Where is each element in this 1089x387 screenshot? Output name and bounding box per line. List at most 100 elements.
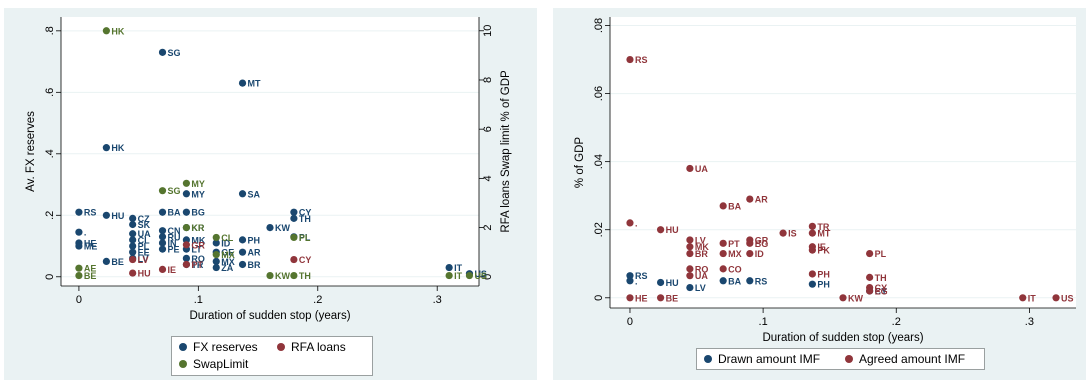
point-label: BA (728, 201, 741, 211)
data-point-mt (808, 229, 816, 237)
x-tick-label: .2 (313, 294, 322, 306)
data-point-br (238, 260, 247, 269)
data-point-pl (129, 242, 137, 250)
point-label: PH (817, 280, 830, 290)
data-point-ba (158, 208, 167, 216)
legend-item-drawn-amount-imf: Drawn amount IMF (704, 352, 820, 366)
data-point-it (445, 271, 453, 280)
point-label: TR (817, 222, 829, 232)
point-label: BG (755, 239, 769, 249)
data-point-lv (686, 236, 694, 244)
point-label: LV (695, 235, 706, 245)
data-point-mt (238, 79, 247, 87)
point-label: SK (138, 220, 151, 230)
data-point-bg (182, 208, 190, 216)
point-label: SA (248, 189, 261, 199)
point-label: CZ (138, 214, 150, 224)
point-label: PT (728, 239, 740, 249)
data-point-gr (182, 241, 190, 249)
point-label: . (635, 218, 638, 228)
point-label: US (1061, 293, 1074, 303)
x-tick-label: .3 (1025, 316, 1034, 328)
point-label: HU (666, 278, 679, 288)
point-label: HK (111, 143, 124, 153)
data-point-dot (626, 277, 634, 285)
point-label: HE (84, 238, 97, 248)
data-point-hk (102, 27, 110, 35)
point-label: KW (275, 271, 290, 281)
point-label: CY (875, 286, 888, 296)
data-point-cz (129, 214, 137, 222)
chart-panel-right: 0 .02 .04 .06 .08 0 .1 .2 .3 % of GDP Duration of … (553, 8, 1086, 380)
point-label: UA (695, 164, 708, 174)
data-point-sk (129, 220, 137, 229)
point-label: US (474, 271, 487, 281)
y-tick-label: .8 (44, 26, 56, 35)
point-label: EG (875, 286, 888, 296)
point-label: ME (84, 242, 98, 252)
data-point-kr (182, 223, 190, 232)
data-point-za (212, 263, 220, 272)
y2-tick-label: 0 (482, 274, 494, 280)
data-point-rs (75, 208, 83, 216)
data-point-kw (839, 294, 847, 302)
x-tick-label: 0 (627, 316, 633, 328)
data-point-ie (158, 265, 167, 273)
point-label: LT (191, 245, 202, 255)
scatter-plot-left: 0 .2 .4 .6 .8 0 .1 .2 .3 0 2 4 6 8 10 RFA loans Swap li… (25, 17, 512, 322)
point-label: RU (168, 232, 181, 242)
point-label: PT (191, 260, 203, 270)
data-point-ar (238, 248, 247, 256)
point-label: CY (299, 255, 312, 265)
x-tick-label: .1 (759, 316, 768, 328)
data-point-ph (808, 280, 816, 288)
x-tick-label: .1 (194, 294, 203, 306)
data-point-mk (686, 243, 694, 251)
y2-tick-label: 8 (482, 77, 494, 83)
point-label: US (474, 269, 487, 279)
data-point-th (290, 271, 298, 280)
point-label: BG (191, 208, 205, 218)
point-label: ID (221, 238, 231, 248)
point-label: SG (168, 48, 181, 58)
data-point-ua (686, 272, 694, 280)
data-point-ru (158, 233, 167, 241)
data-point-dot (75, 228, 83, 236)
point-label: TH (299, 214, 311, 224)
point-label: MY (191, 189, 205, 199)
data-point-bg (746, 239, 754, 247)
data-point-sa (238, 190, 247, 198)
data-point-hk (102, 144, 110, 152)
point-label: RS (635, 271, 648, 281)
data-point-kw (266, 271, 274, 280)
point-label: ID (755, 249, 765, 259)
y-tick-label: .4 (44, 149, 56, 158)
point-label: RO (695, 264, 709, 274)
point-label: KR (191, 223, 204, 233)
y-tick-label: 0 (44, 274, 56, 280)
data-point-sg (158, 187, 167, 195)
legend-label: RFA loans (291, 340, 346, 354)
data-point-it (1019, 294, 1027, 302)
data-point-id (746, 249, 754, 258)
point-label: RS (84, 208, 97, 218)
point-label: HU (111, 211, 124, 221)
plot-area (610, 17, 1076, 308)
point-label: BR (248, 260, 261, 270)
data-point-us (465, 271, 474, 280)
data-point-lv (686, 283, 694, 292)
point-label: LV (138, 255, 149, 265)
point-label: BR (695, 249, 708, 259)
legend-marker (179, 360, 187, 368)
data-point-th (290, 214, 298, 222)
point-label: HU (666, 225, 679, 235)
y2-tick-label: 4 (482, 175, 494, 181)
point-label: AR (755, 195, 768, 205)
point-label: BA (728, 276, 741, 286)
point-label: EE (138, 248, 150, 258)
data-point-ba (719, 277, 727, 285)
point-label: HU (138, 269, 151, 279)
legend-marker (704, 355, 712, 363)
y2-axis-label: RFA loans Swap limit % of GDP (500, 70, 512, 233)
